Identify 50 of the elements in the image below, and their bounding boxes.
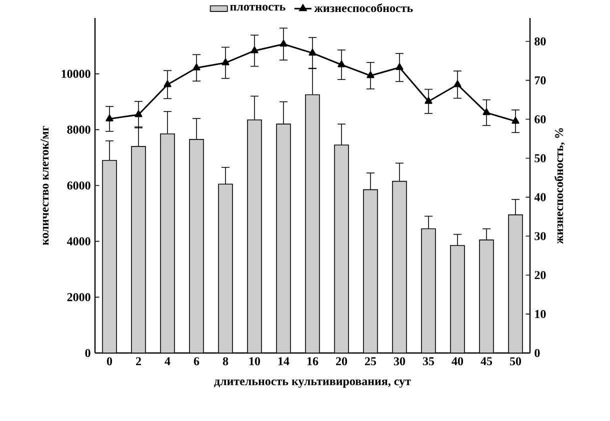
y-tick-label: 4000 <box>66 237 90 246</box>
x-axis-title: длительность культивирования, сут <box>214 380 411 388</box>
x-tick-label: 45 <box>480 357 492 366</box>
y-tick-label: 10000 <box>62 70 90 78</box>
y2-tick-label: 30 <box>534 232 546 240</box>
x-tick-label: 14 <box>278 357 290 366</box>
point <box>106 114 114 122</box>
y-tick-label: 6000 <box>67 181 90 190</box>
point <box>366 71 374 78</box>
x-tick-label: 8 <box>222 357 228 366</box>
point <box>250 46 258 54</box>
y2-tick-label: 40 <box>534 193 546 202</box>
x-tick-label: 4 <box>164 357 170 366</box>
y-tick-label: 0 <box>85 348 90 358</box>
x-tick-label: 0 <box>106 357 112 366</box>
point <box>512 116 520 124</box>
point <box>164 80 172 88</box>
y2-tick-label: 60 <box>534 115 546 124</box>
point <box>222 58 230 66</box>
legend-label: жизнеспособность <box>314 3 413 12</box>
y2-axis-title: жизнеспособность, % <box>554 128 565 244</box>
y2-tick-label: 70 <box>534 76 546 84</box>
point <box>482 108 490 116</box>
point <box>280 40 288 47</box>
x-tick-label: 40 <box>452 357 464 366</box>
x-tick-label: 35 <box>422 357 434 366</box>
point <box>424 97 432 104</box>
point <box>454 80 462 88</box>
point <box>396 63 404 70</box>
x-tick-label: 6 <box>194 357 200 366</box>
point <box>338 60 346 68</box>
point <box>134 110 142 118</box>
x-tick-label: 30 <box>394 357 406 366</box>
y-tick-label: 2000 <box>67 293 90 302</box>
y-axis-title: количество клеток/мг <box>40 126 49 246</box>
x-tick-label: 16 <box>307 357 318 366</box>
point <box>192 64 200 70</box>
y2-tick-label: 20 <box>534 271 546 280</box>
x-tick-label: 20 <box>336 357 348 366</box>
legend-label: плотность <box>230 4 286 11</box>
y2-tick-label: 50 <box>534 154 546 162</box>
x-tick-label: 10 <box>249 357 260 366</box>
y-tick-label: 8000 <box>67 126 90 134</box>
x-tick-label: 50 <box>510 357 522 366</box>
y2-tick-label: 0 <box>534 348 540 358</box>
point <box>308 48 316 56</box>
x-tick-label: 25 <box>365 357 376 366</box>
x-tick-label: 2 <box>136 357 141 366</box>
y2-tick-label: 10 <box>535 310 546 318</box>
y2-tick-label: 80 <box>534 37 546 46</box>
